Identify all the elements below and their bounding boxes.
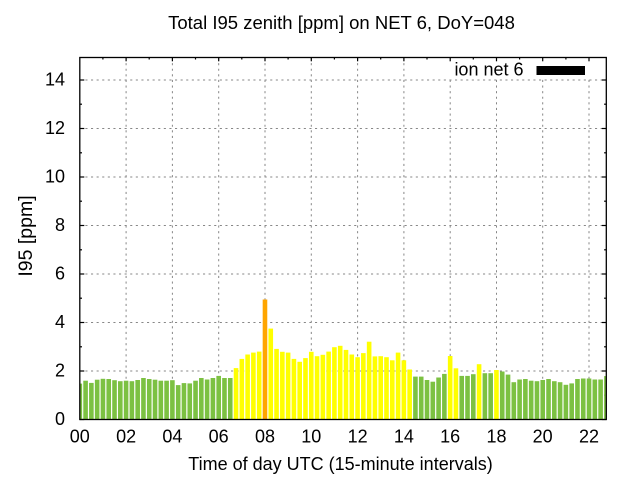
svg-text:16: 16 [440,427,460,447]
svg-text:22: 22 [579,427,599,447]
svg-text:06: 06 [209,427,229,447]
svg-text:8: 8 [55,215,65,235]
svg-text:I95 [ppm]: I95 [ppm] [15,195,37,276]
svg-text:2: 2 [55,360,65,380]
svg-text:Time of day UTC (15-minute int: Time of day UTC (15-minute intervals) [188,454,492,474]
svg-text:14: 14 [45,69,65,89]
svg-text:10: 10 [45,166,65,186]
svg-text:18: 18 [486,427,506,447]
svg-text:00: 00 [70,427,90,447]
svg-text:04: 04 [162,427,182,447]
svg-text:14: 14 [394,427,414,447]
svg-text:08: 08 [255,427,275,447]
svg-text:02: 02 [116,427,136,447]
svg-text:4: 4 [55,312,65,332]
svg-text:ion net 6: ion net 6 [454,60,523,80]
svg-text:10: 10 [301,427,321,447]
svg-text:12: 12 [348,427,368,447]
svg-text:6: 6 [55,263,65,283]
svg-text:0: 0 [55,409,65,429]
svg-text:12: 12 [45,118,65,138]
svg-text:20: 20 [533,427,553,447]
svg-text:Total I95 zenith [ppm] on NET: Total I95 zenith [ppm] on NET 6, DoY=048 [168,12,515,33]
